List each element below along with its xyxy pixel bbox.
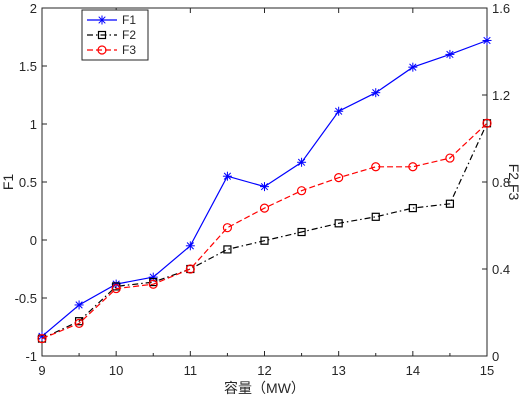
series-f2-point: [445, 199, 455, 208]
y-right-tick-label: 0.4: [492, 262, 510, 277]
series-f1-point: [371, 88, 381, 98]
series-f3-point: [296, 186, 307, 196]
series-f2-line: [41, 123, 488, 340]
legend-item: F3: [87, 43, 136, 57]
y-right-tick-label: 1.2: [492, 88, 510, 103]
series-f2-point: [334, 219, 343, 228]
y-left-tick-label: 1: [30, 117, 37, 132]
series-f3-point: [445, 153, 455, 163]
series-f1-point: [185, 241, 195, 251]
series-f3-line: [41, 122, 488, 340]
axes-layer: 9 10 11 12 13 14 15 -1 -0.5 0 0.5 1 1.5 2 0 0.4 0.8 1.2 1.…: [15, 1, 510, 378]
x-tick-label: 12: [257, 363, 271, 378]
series-f3-point: [148, 279, 158, 289]
series-f3-point: [334, 173, 344, 183]
y-axis-left-label: F1: [0, 174, 16, 191]
y-left-tick-label: 0: [30, 233, 37, 248]
series-f3-point: [37, 334, 47, 344]
y-left-tick-label: 2: [30, 1, 37, 16]
series-f3-point: [222, 223, 233, 233]
x-axis-label: 容量（MW）: [224, 380, 305, 396]
x-tick-label: 9: [38, 363, 45, 378]
x-tick-label: 13: [331, 363, 345, 378]
legend-marker: [97, 30, 107, 40]
series-f2-point: [297, 227, 306, 237]
series-f1-point: [334, 106, 344, 116]
series-f2-point: [260, 236, 269, 245]
y-left-tick-label: 1.5: [19, 59, 37, 74]
legend-marker: [97, 45, 107, 55]
x-tick-label: 10: [109, 363, 123, 378]
series-f2: [37, 119, 492, 343]
series-f2-point: [371, 212, 380, 221]
legend-marker: [97, 15, 107, 25]
series-f3-point: [371, 162, 381, 172]
series-f3-point: [74, 318, 84, 328]
series-f1-point: [297, 157, 307, 167]
series-f3-point: [185, 264, 195, 274]
y-right-tick-label: 1.6: [492, 1, 510, 16]
series-f1-point: [408, 62, 418, 72]
series-f2-point: [408, 204, 417, 213]
series-f3-point: [111, 283, 121, 294]
legend-label: F2: [122, 28, 136, 42]
x-tick-label: 14: [406, 363, 420, 378]
series-f2-point: [223, 245, 232, 254]
y-left-tick-label: -1: [25, 349, 37, 364]
y-axis-right-label: F2,F3: [506, 164, 519, 201]
series-f1-point: [74, 300, 84, 310]
y-right-tick-label: 0.8: [492, 175, 510, 190]
series-f1: [37, 35, 492, 341]
legend-label: F1: [122, 13, 136, 27]
series-f3: [37, 118, 492, 344]
series-layer: [37, 35, 492, 344]
x-tick-label: 11: [184, 363, 198, 378]
y-left-tick-label: -0.5: [15, 291, 37, 306]
series-f3-point: [259, 203, 270, 213]
y-right-tick-label: 0: [492, 349, 499, 364]
series-f1-point: [482, 35, 492, 45]
series-f3-point: [482, 118, 492, 128]
series-f1-point: [260, 182, 269, 192]
x-tick-label: 15: [480, 363, 494, 378]
series-f3-point: [408, 162, 418, 172]
series-f1-point: [222, 171, 232, 181]
legend-item: F1: [87, 13, 136, 27]
y-left-tick-label: 0.5: [19, 175, 37, 190]
series-f1-point: [445, 49, 455, 59]
legend-item: F2: [87, 28, 136, 42]
legend-label: F3: [122, 43, 136, 57]
